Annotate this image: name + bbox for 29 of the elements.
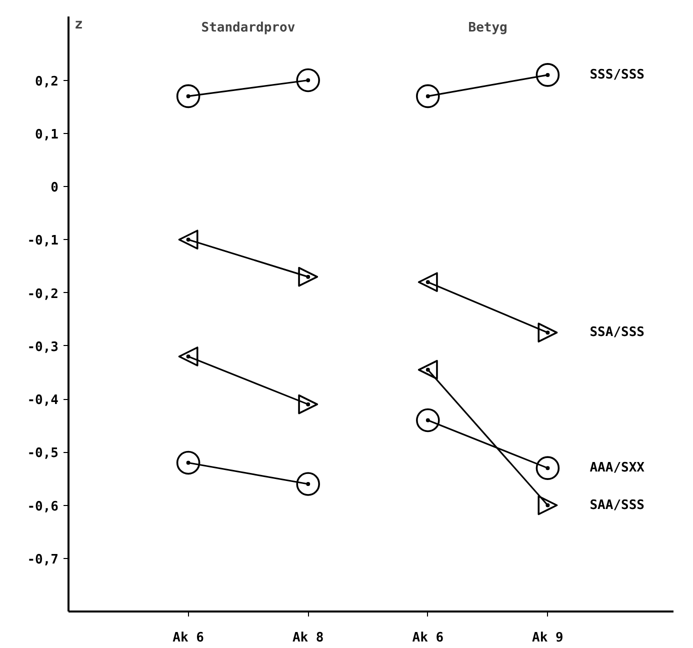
y-tick-label: 0,1: [35, 127, 59, 142]
point: [296, 472, 320, 496]
point: [416, 84, 440, 108]
text: AAA/SXX: [590, 460, 645, 476]
point: [176, 450, 200, 475]
x-tick-label: Ak 9: [532, 630, 564, 646]
y-tick-label: -0,2: [27, 286, 59, 302]
y-tick-label: -0,6: [27, 499, 59, 514]
y-tick-label: -0,4: [27, 393, 59, 408]
text: SSS/SSS: [590, 67, 645, 82]
text: SSA/SSS: [590, 325, 645, 340]
y-tick-label: -0,5: [27, 446, 59, 462]
y-tick-label: 0: [50, 180, 59, 196]
y-axis-title: z: [74, 16, 83, 32]
point: [176, 84, 200, 108]
point: [536, 63, 560, 87]
x-tick-label: Ak 6: [412, 630, 444, 646]
y-tick-label: -0,1: [27, 234, 59, 249]
point: [416, 408, 440, 432]
annotation: Betyg: [468, 20, 508, 36]
x-tick-label: Ak 8: [292, 630, 324, 646]
text: SAA/SSS: [590, 498, 645, 513]
y-tick-label: -0,3: [27, 340, 59, 355]
y-tick-label: -0,7: [27, 552, 59, 568]
y-tick-label: 0,2: [35, 74, 59, 90]
annotation: Standardprov: [201, 20, 296, 36]
point: [536, 456, 560, 480]
x-tick-label: Ak 6: [172, 630, 204, 646]
point: [296, 68, 320, 92]
